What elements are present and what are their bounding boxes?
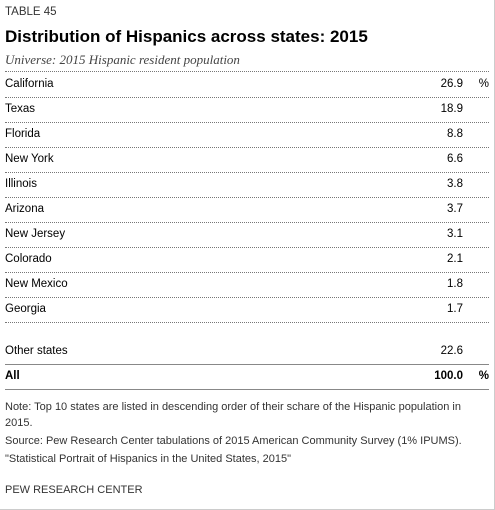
row-unit: % (478, 370, 489, 382)
row-label: Colorado (5, 253, 52, 265)
row-divider (5, 389, 489, 390)
title: Distribution of Hispanics across states:… (5, 27, 368, 46)
row-divider (5, 172, 489, 173)
row-divider (5, 322, 489, 323)
row-label: California (5, 78, 54, 90)
row-divider (5, 222, 489, 223)
row-divider (5, 197, 489, 198)
row-divider (5, 122, 489, 123)
row-value: 18.9 (440, 103, 463, 115)
row-value: 22.6 (440, 345, 463, 357)
row-value: 6.6 (447, 153, 463, 165)
row-value: 8.8 (447, 128, 463, 140)
row-label: Illinois (5, 178, 37, 190)
row-value: 100.0 (434, 370, 463, 382)
row-divider (5, 147, 489, 148)
credit: PEW RESEARCH CENTER (5, 484, 143, 496)
row-label: Florida (5, 128, 41, 140)
row-label: Arizona (5, 203, 44, 215)
row-label: New York (5, 153, 54, 165)
row-value: 3.7 (447, 203, 463, 215)
row-label: Other states (5, 345, 68, 357)
table-label: TABLE 45 (5, 6, 57, 18)
row-value: 26.9 (440, 78, 463, 90)
row-divider (5, 364, 489, 365)
divider (5, 71, 489, 72)
row-value: 3.1 (447, 228, 463, 240)
row-value: 1.8 (447, 278, 463, 290)
source-title: "Statistical Portrait of Hispanics in th… (5, 453, 292, 465)
row-value: 2.1 (447, 253, 463, 265)
note: Note: Top 10 states are listed in descen… (5, 401, 461, 429)
row-label: All (5, 370, 20, 382)
row-label: New Jersey (5, 228, 66, 240)
row-divider (5, 297, 489, 298)
source: Source: Pew Research Center tabulations … (5, 435, 462, 447)
row-value: 3.8 (447, 178, 463, 190)
row-label: Georgia (5, 303, 46, 315)
row-label: New Mexico (5, 278, 68, 290)
row-unit: % (478, 78, 489, 90)
row-label: Texas (5, 103, 36, 115)
subtitle: Universe: 2015 Hispanic resident populat… (5, 52, 240, 67)
row-divider (5, 272, 489, 273)
row-divider (5, 97, 489, 98)
row-value: 1.7 (447, 303, 463, 315)
row-divider (5, 247, 489, 248)
